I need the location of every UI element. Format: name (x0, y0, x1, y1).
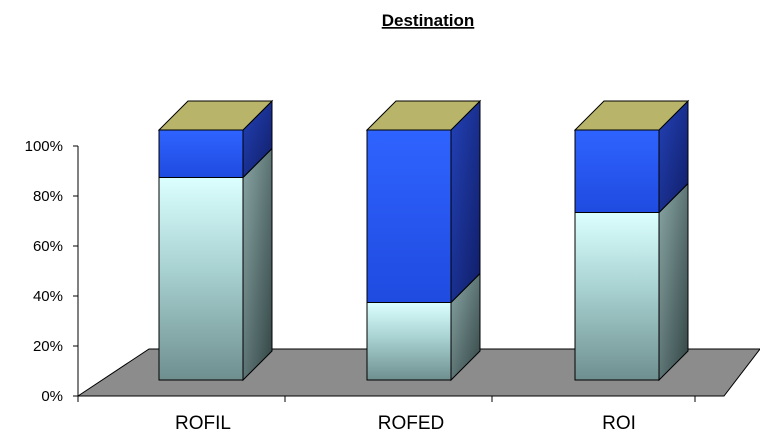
plot-area: 0% 20% 40% 60% 80% 100% ROFIL ROFED ROI (25, 101, 760, 434)
y-tick-label: 80% (33, 188, 63, 205)
bar-segment-upper (367, 130, 451, 303)
bar-segment-lower-side (659, 184, 688, 381)
x-tick-label: ROI (602, 413, 636, 434)
chart-title: Destination (382, 11, 475, 30)
y-tick-label: 40% (33, 288, 63, 305)
x-tick-label: ROFIL (175, 413, 231, 434)
bar-segment-lower (159, 178, 243, 381)
y-tick-label: 20% (33, 338, 63, 355)
y-tick-label: 60% (33, 238, 63, 255)
bar-segment-lower (575, 213, 659, 381)
bar-segment-upper (575, 130, 659, 213)
bar-segment-lower (367, 303, 451, 381)
y-tick-label: 100% (25, 138, 63, 155)
x-tick-label: ROFED (378, 413, 445, 434)
bar-segment-upper (159, 130, 243, 178)
bar-segment-upper-side (451, 101, 480, 303)
y-tick-label: 0% (41, 388, 63, 405)
bar-segment-lower-side (243, 149, 272, 381)
